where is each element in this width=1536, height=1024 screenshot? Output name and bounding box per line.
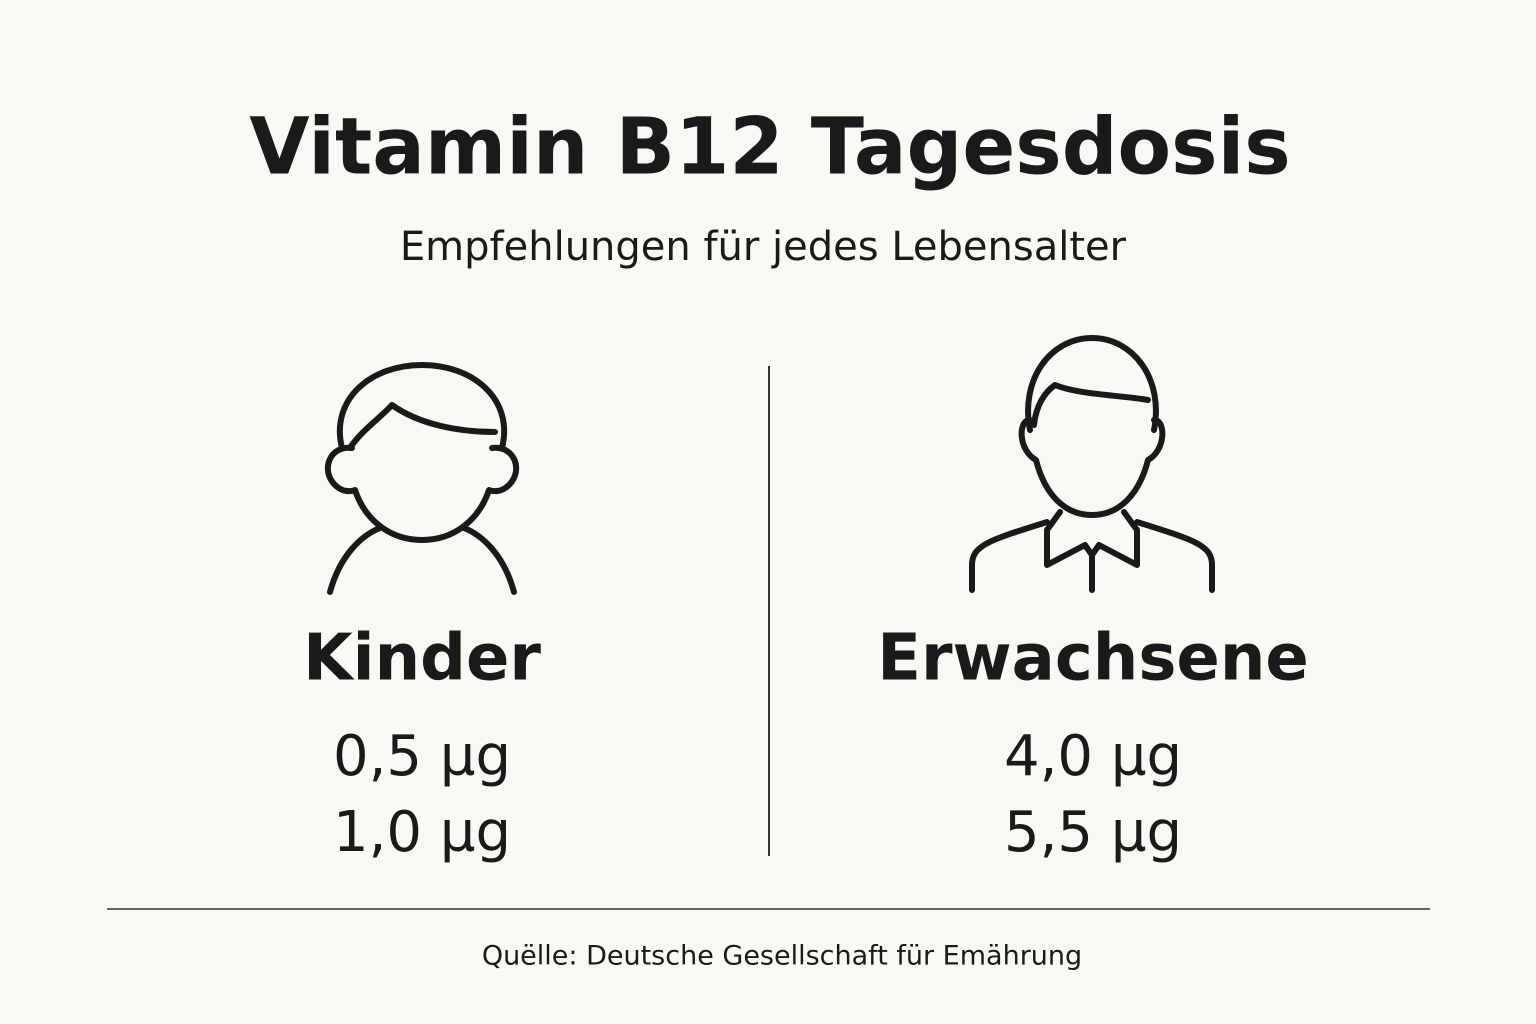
group-label: Erwachsene <box>877 622 1309 696</box>
group-value: 4,0 µg <box>1004 724 1182 789</box>
group-value: 0,5 µg <box>333 724 511 789</box>
title: Vitamin B12 Tagesdosis <box>249 102 1290 192</box>
group-label: Kinder <box>303 622 541 696</box>
group-value: 1,0 µg <box>333 800 511 865</box>
adult-icon <box>969 335 1215 593</box>
child-icon <box>324 362 520 595</box>
source: Quëlle: Deutsche Gesellschaft für Emähru… <box>482 941 1082 972</box>
group-value: 5,5 µg <box>1004 800 1182 865</box>
subtitle: Empfehlungen für jedes Lebensalter <box>400 224 1127 270</box>
